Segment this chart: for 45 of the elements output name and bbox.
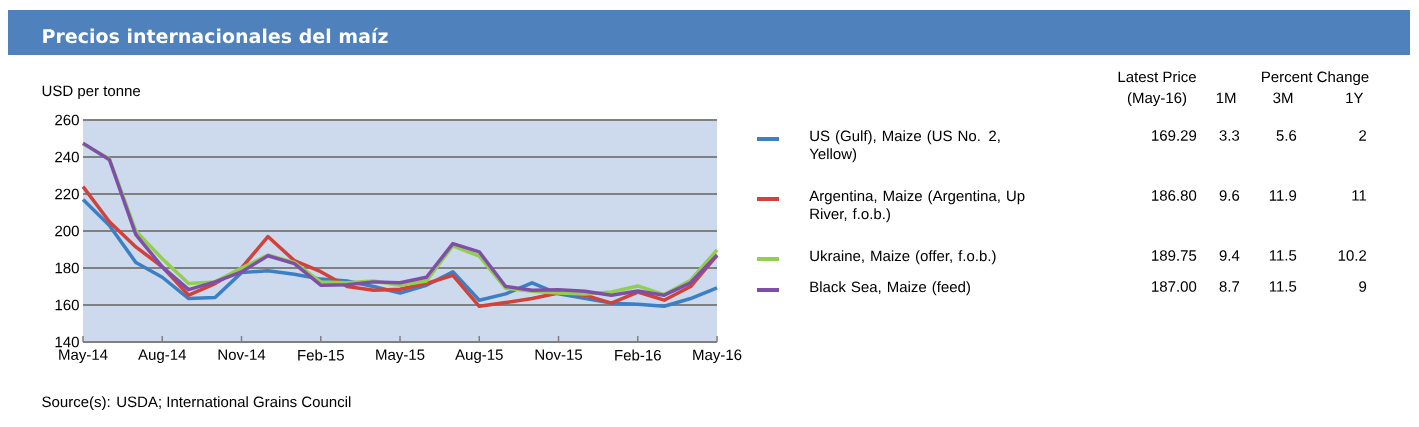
legend-label: US (Gulf), Maize (US No. 2, Yellow)	[809, 130, 1000, 163]
text: 189.75	[1152, 250, 1197, 261]
text: 10.2	[1338, 250, 1367, 261]
text: 9.6	[1219, 190, 1240, 201]
x-tick-label: Aug-14	[138, 349, 186, 363]
x-tick-label: Feb-15	[298, 349, 344, 361]
text: 2	[1359, 130, 1367, 141]
text: 186.80	[1152, 190, 1197, 201]
x-tick-label: Feb-16	[615, 349, 661, 361]
text: 3.3	[1219, 130, 1240, 141]
x-tick-label: Aug-15	[455, 349, 503, 363]
x-tick-label: May-14	[59, 349, 108, 363]
y-tick-label: 140	[55, 336, 79, 348]
text: Percent Change	[1262, 71, 1369, 86]
legend-label: Ukraine, Maize (offer, f.o.b.)	[810, 250, 996, 265]
text: 9	[1359, 281, 1367, 292]
y-axis-title: USD per tonne	[42, 85, 141, 100]
x-tick-label: May-16	[693, 349, 742, 364]
y-tick-label: 220	[55, 188, 79, 200]
text: 11.5	[1269, 281, 1297, 292]
text: 169.29	[1152, 130, 1197, 141]
x-tick-label: Nov-15	[535, 349, 583, 360]
legend-label: Black Sea, Maize (feed)	[810, 281, 970, 296]
text: Latest Price	[1118, 71, 1196, 83]
text: 1Y	[1346, 92, 1364, 103]
text: 187.00	[1152, 281, 1197, 292]
y-tick-label: 180	[55, 262, 79, 274]
x-tick-label: Nov-14	[218, 349, 266, 360]
legend-label: Argentina, Maize (Argentina, Up River, f.o.b.)	[809, 190, 1025, 223]
text: 11.9	[1269, 190, 1297, 201]
text: 8.7	[1219, 281, 1240, 292]
y-tick-label: 260	[55, 114, 79, 126]
y-tick-label: 200	[55, 225, 79, 237]
text: 5.6	[1276, 130, 1297, 141]
chart-title: Precios internacionales del maíz	[43, 27, 388, 44]
y-tick-label: 240	[55, 151, 79, 163]
text: 11	[1352, 190, 1367, 201]
source-note: Source(s): USDA; International Grains Council	[42, 396, 351, 411]
text: (May-16)	[1127, 92, 1187, 107]
x-tick-label: May-15	[376, 349, 425, 363]
text: 11.5	[1269, 250, 1297, 261]
text: 1M	[1216, 92, 1236, 103]
text: 3M	[1273, 92, 1293, 104]
y-tick-label: 160	[55, 299, 79, 311]
text: 9.4	[1219, 250, 1240, 261]
